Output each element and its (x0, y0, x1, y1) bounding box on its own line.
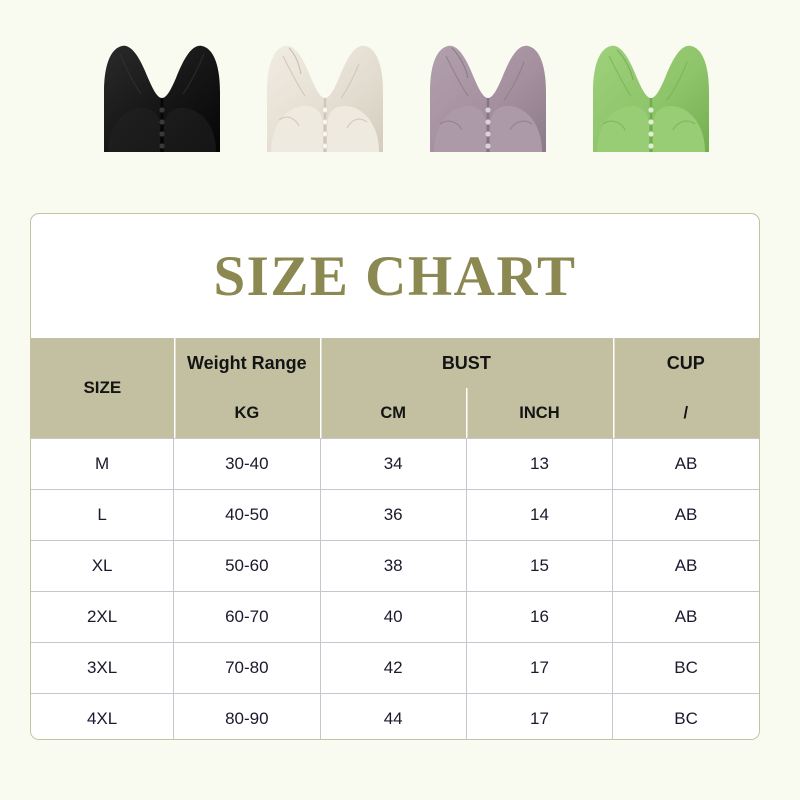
cell-size: L (31, 488, 174, 540)
header-unit-cup: / (612, 388, 759, 438)
cell-cup: BC (612, 692, 759, 739)
header-size: SIZE (31, 338, 174, 438)
table-row: 4XL 80-90 44 17 BC (31, 692, 759, 739)
cell-kg: 30-40 (173, 437, 320, 489)
header-unit-inch: INCH (466, 388, 613, 438)
cell-kg: 70-80 (173, 641, 320, 693)
table-row: M 30-40 34 13 AB (31, 437, 759, 489)
table-row: 2XL 60-70 40 16 AB (31, 590, 759, 642)
product-image-bra-ivory[interactable] (249, 34, 401, 184)
product-image-bra-mauve[interactable] (412, 34, 564, 184)
table-header: SIZE Weight Range BUST CUP KG CM INCH / (31, 338, 759, 438)
product-image-bra-green[interactable] (575, 34, 727, 184)
cell-kg: 80-90 (173, 692, 320, 739)
header-unit-kg: KG (173, 388, 320, 438)
cell-inch: 16 (465, 590, 613, 642)
table-header-row-bottom: KG CM INCH / (31, 388, 759, 438)
cell-cm: 44 (319, 692, 467, 739)
cell-cup: AB (612, 437, 759, 489)
header-bust: BUST (320, 338, 613, 388)
size-chart-card: SIZE CHART SIZE Weight Range BUST CUP KG… (30, 213, 760, 740)
cell-cup: AB (612, 590, 759, 642)
cell-inch: 14 (465, 488, 613, 540)
cell-kg: 40-50 (173, 488, 320, 540)
product-image-bra-black[interactable] (86, 34, 238, 184)
cell-cup: AB (612, 488, 759, 540)
cell-cup: AB (612, 539, 759, 591)
page-title: SIZE CHART (213, 244, 577, 308)
header-weight-range: Weight Range (173, 338, 320, 388)
cell-inch: 13 (465, 437, 613, 489)
header-unit-cm: CM (320, 388, 467, 438)
cell-size: 3XL (31, 641, 174, 693)
cell-cm: 38 (319, 539, 467, 591)
cell-inch: 17 (465, 641, 613, 693)
cell-size: M (31, 437, 174, 489)
cell-size: 2XL (31, 590, 174, 642)
cell-cm: 42 (319, 641, 467, 693)
cell-size: XL (31, 539, 174, 591)
product-image-strip (0, 0, 800, 205)
table-header-row-top: SIZE Weight Range BUST CUP (31, 338, 759, 438)
table-row: 3XL 70-80 42 17 BC (31, 641, 759, 693)
cell-cm: 40 (319, 590, 467, 642)
cell-inch: 17 (465, 692, 613, 739)
cell-cm: 34 (319, 437, 467, 489)
cell-inch: 15 (465, 539, 613, 591)
header-cup: CUP (612, 338, 759, 388)
cell-kg: 60-70 (173, 590, 320, 642)
table-body: M 30-40 34 13 AB L 40-50 36 14 AB XL 50-60 38 15 AB 2XL… (31, 437, 759, 739)
cell-kg: 50-60 (173, 539, 320, 591)
cell-cm: 36 (319, 488, 467, 540)
cell-size: 4XL (31, 692, 174, 739)
table-row: L 40-50 36 14 AB (31, 488, 759, 540)
size-chart-table: SIZE Weight Range BUST CUP KG CM INCH / … (31, 338, 759, 739)
table-row: XL 50-60 38 15 AB (31, 539, 759, 591)
cell-cup: BC (612, 641, 759, 693)
